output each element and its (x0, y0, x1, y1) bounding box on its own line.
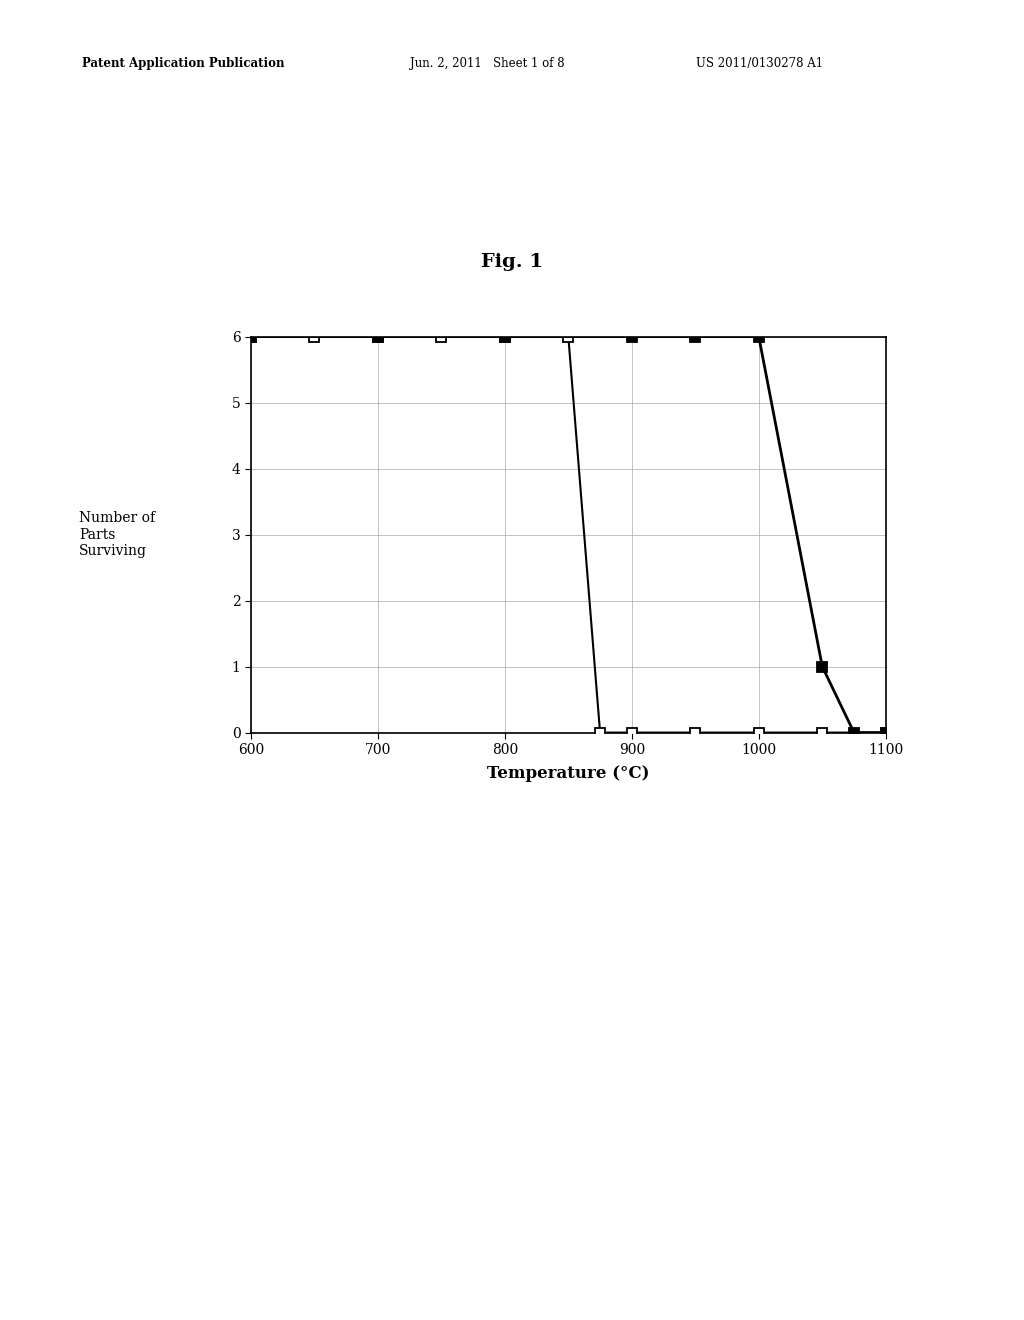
Y-axis label: Number of
Parts
Surviving: Number of Parts Surviving (79, 511, 156, 558)
Text: Fig. 1: Fig. 1 (481, 252, 543, 271)
Text: Patent Application Publication: Patent Application Publication (82, 57, 285, 70)
Text: US 2011/0130278 A1: US 2011/0130278 A1 (696, 57, 823, 70)
X-axis label: Temperature (°C): Temperature (°C) (487, 766, 649, 783)
Text: Jun. 2, 2011   Sheet 1 of 8: Jun. 2, 2011 Sheet 1 of 8 (410, 57, 564, 70)
